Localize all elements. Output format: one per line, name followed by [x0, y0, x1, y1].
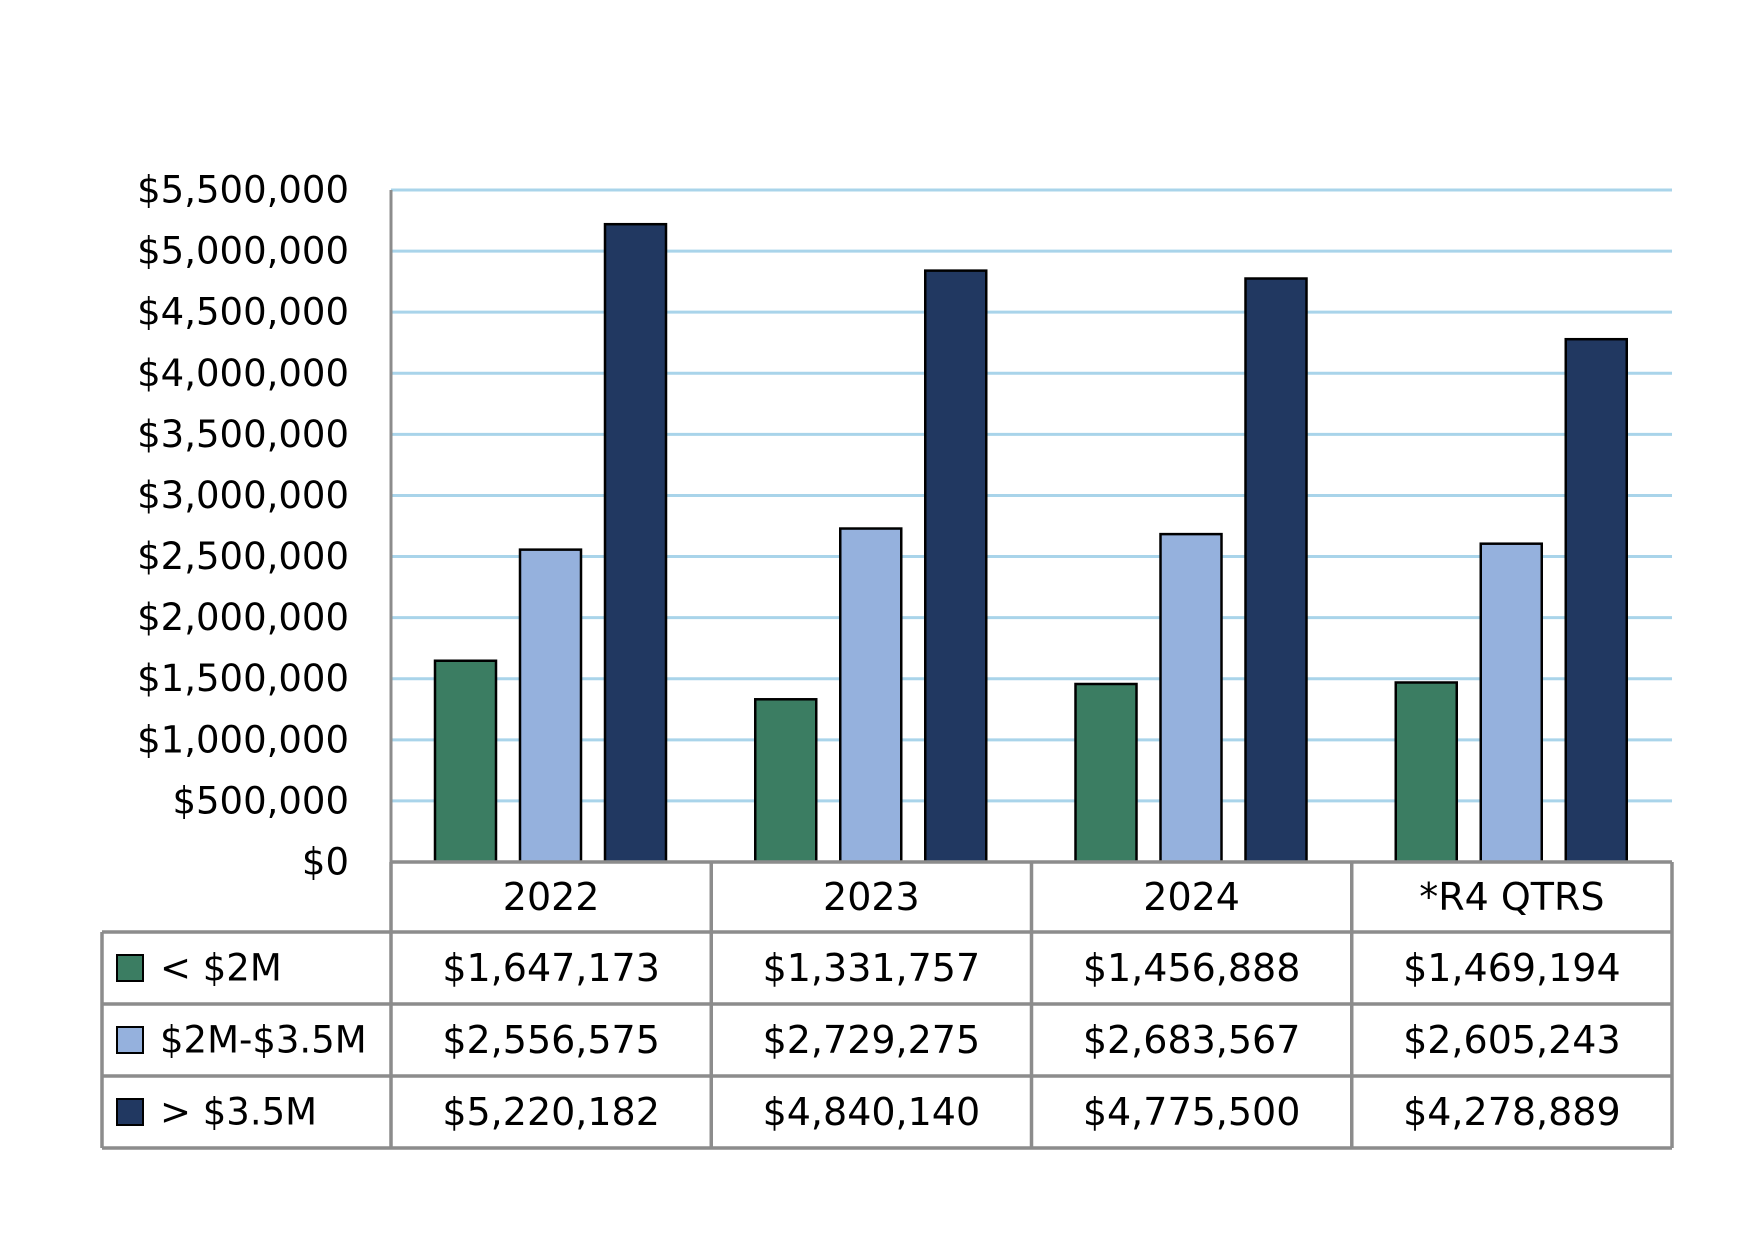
table-value-cell: $1,647,173 [442, 946, 660, 990]
bar-series-0-cat-1 [754, 698, 818, 864]
table-value-cell: $2,605,243 [1403, 1018, 1621, 1062]
category-label: 2022 [503, 875, 600, 919]
category-label: *R4 QTRS [1419, 875, 1604, 919]
legend-label: < $2M [160, 947, 282, 990]
table-value-cell: $2,683,567 [1083, 1018, 1301, 1062]
y-tick-label: $500,000 [172, 779, 349, 822]
bar-series-2-cat-3 [1564, 337, 1628, 864]
y-tick-label: $3,500,000 [137, 413, 349, 456]
bar-series-1-cat-3 [1479, 542, 1543, 864]
table-value-cell: $1,456,888 [1083, 946, 1301, 990]
y-tick-label: $1,000,000 [137, 718, 349, 761]
legend-swatch [116, 1098, 144, 1126]
legend-swatch [116, 954, 144, 982]
table-value-cell: $1,331,757 [763, 946, 981, 990]
data-table: 2022 2023 2024 *R4 QTRS < $2M $1,647,173 $1,33… [100, 860, 1674, 1150]
y-tick-label: $0 [302, 841, 349, 884]
category-label: 2024 [1143, 875, 1240, 919]
category-label: 2023 [823, 875, 920, 919]
table-value-cell: $4,278,889 [1403, 1090, 1621, 1134]
bar-series-2-cat-2 [1244, 277, 1308, 864]
y-tick-label: $5,000,000 [137, 230, 349, 273]
bar-series-0-cat-3 [1394, 681, 1458, 864]
bar-series-1-cat-1 [839, 527, 903, 864]
y-tick-label: $3,000,000 [137, 474, 349, 517]
table-value-cell: $5,220,182 [442, 1090, 660, 1134]
legend-label: > $3.5M [160, 1091, 317, 1134]
bar-series-1-cat-0 [518, 548, 583, 864]
bar-series-2-cat-0 [603, 222, 668, 864]
y-tick-label: $2,500,000 [137, 535, 349, 578]
bars [433, 222, 1628, 864]
bar-series-1-cat-2 [1159, 532, 1223, 864]
table-value-cell: $4,840,140 [763, 1090, 981, 1134]
y-tick-label: $4,500,000 [137, 291, 349, 334]
y-tick-label: $2,000,000 [137, 596, 349, 639]
table-value-cell: $4,775,500 [1083, 1090, 1301, 1134]
bar-series-0-cat-2 [1074, 682, 1138, 864]
table-value-cell: $2,729,275 [763, 1018, 981, 1062]
y-tick-label: $1,500,000 [137, 657, 349, 700]
y-axis-tick-labels: $0 $500,000 $1,000,000 $1,500,000 $2,000,000… [137, 169, 349, 884]
table-value-cell: $2,556,575 [442, 1018, 660, 1062]
bar-series-2-cat-1 [924, 269, 988, 864]
y-tick-label: $5,500,000 [137, 169, 349, 212]
y-tick-label: $4,000,000 [137, 352, 349, 395]
bar-series-0-cat-0 [433, 659, 498, 864]
legend-swatch [116, 1026, 144, 1054]
table-value-cell: $1,469,194 [1403, 946, 1621, 990]
legend-label: $2M-$3.5M [160, 1019, 367, 1062]
